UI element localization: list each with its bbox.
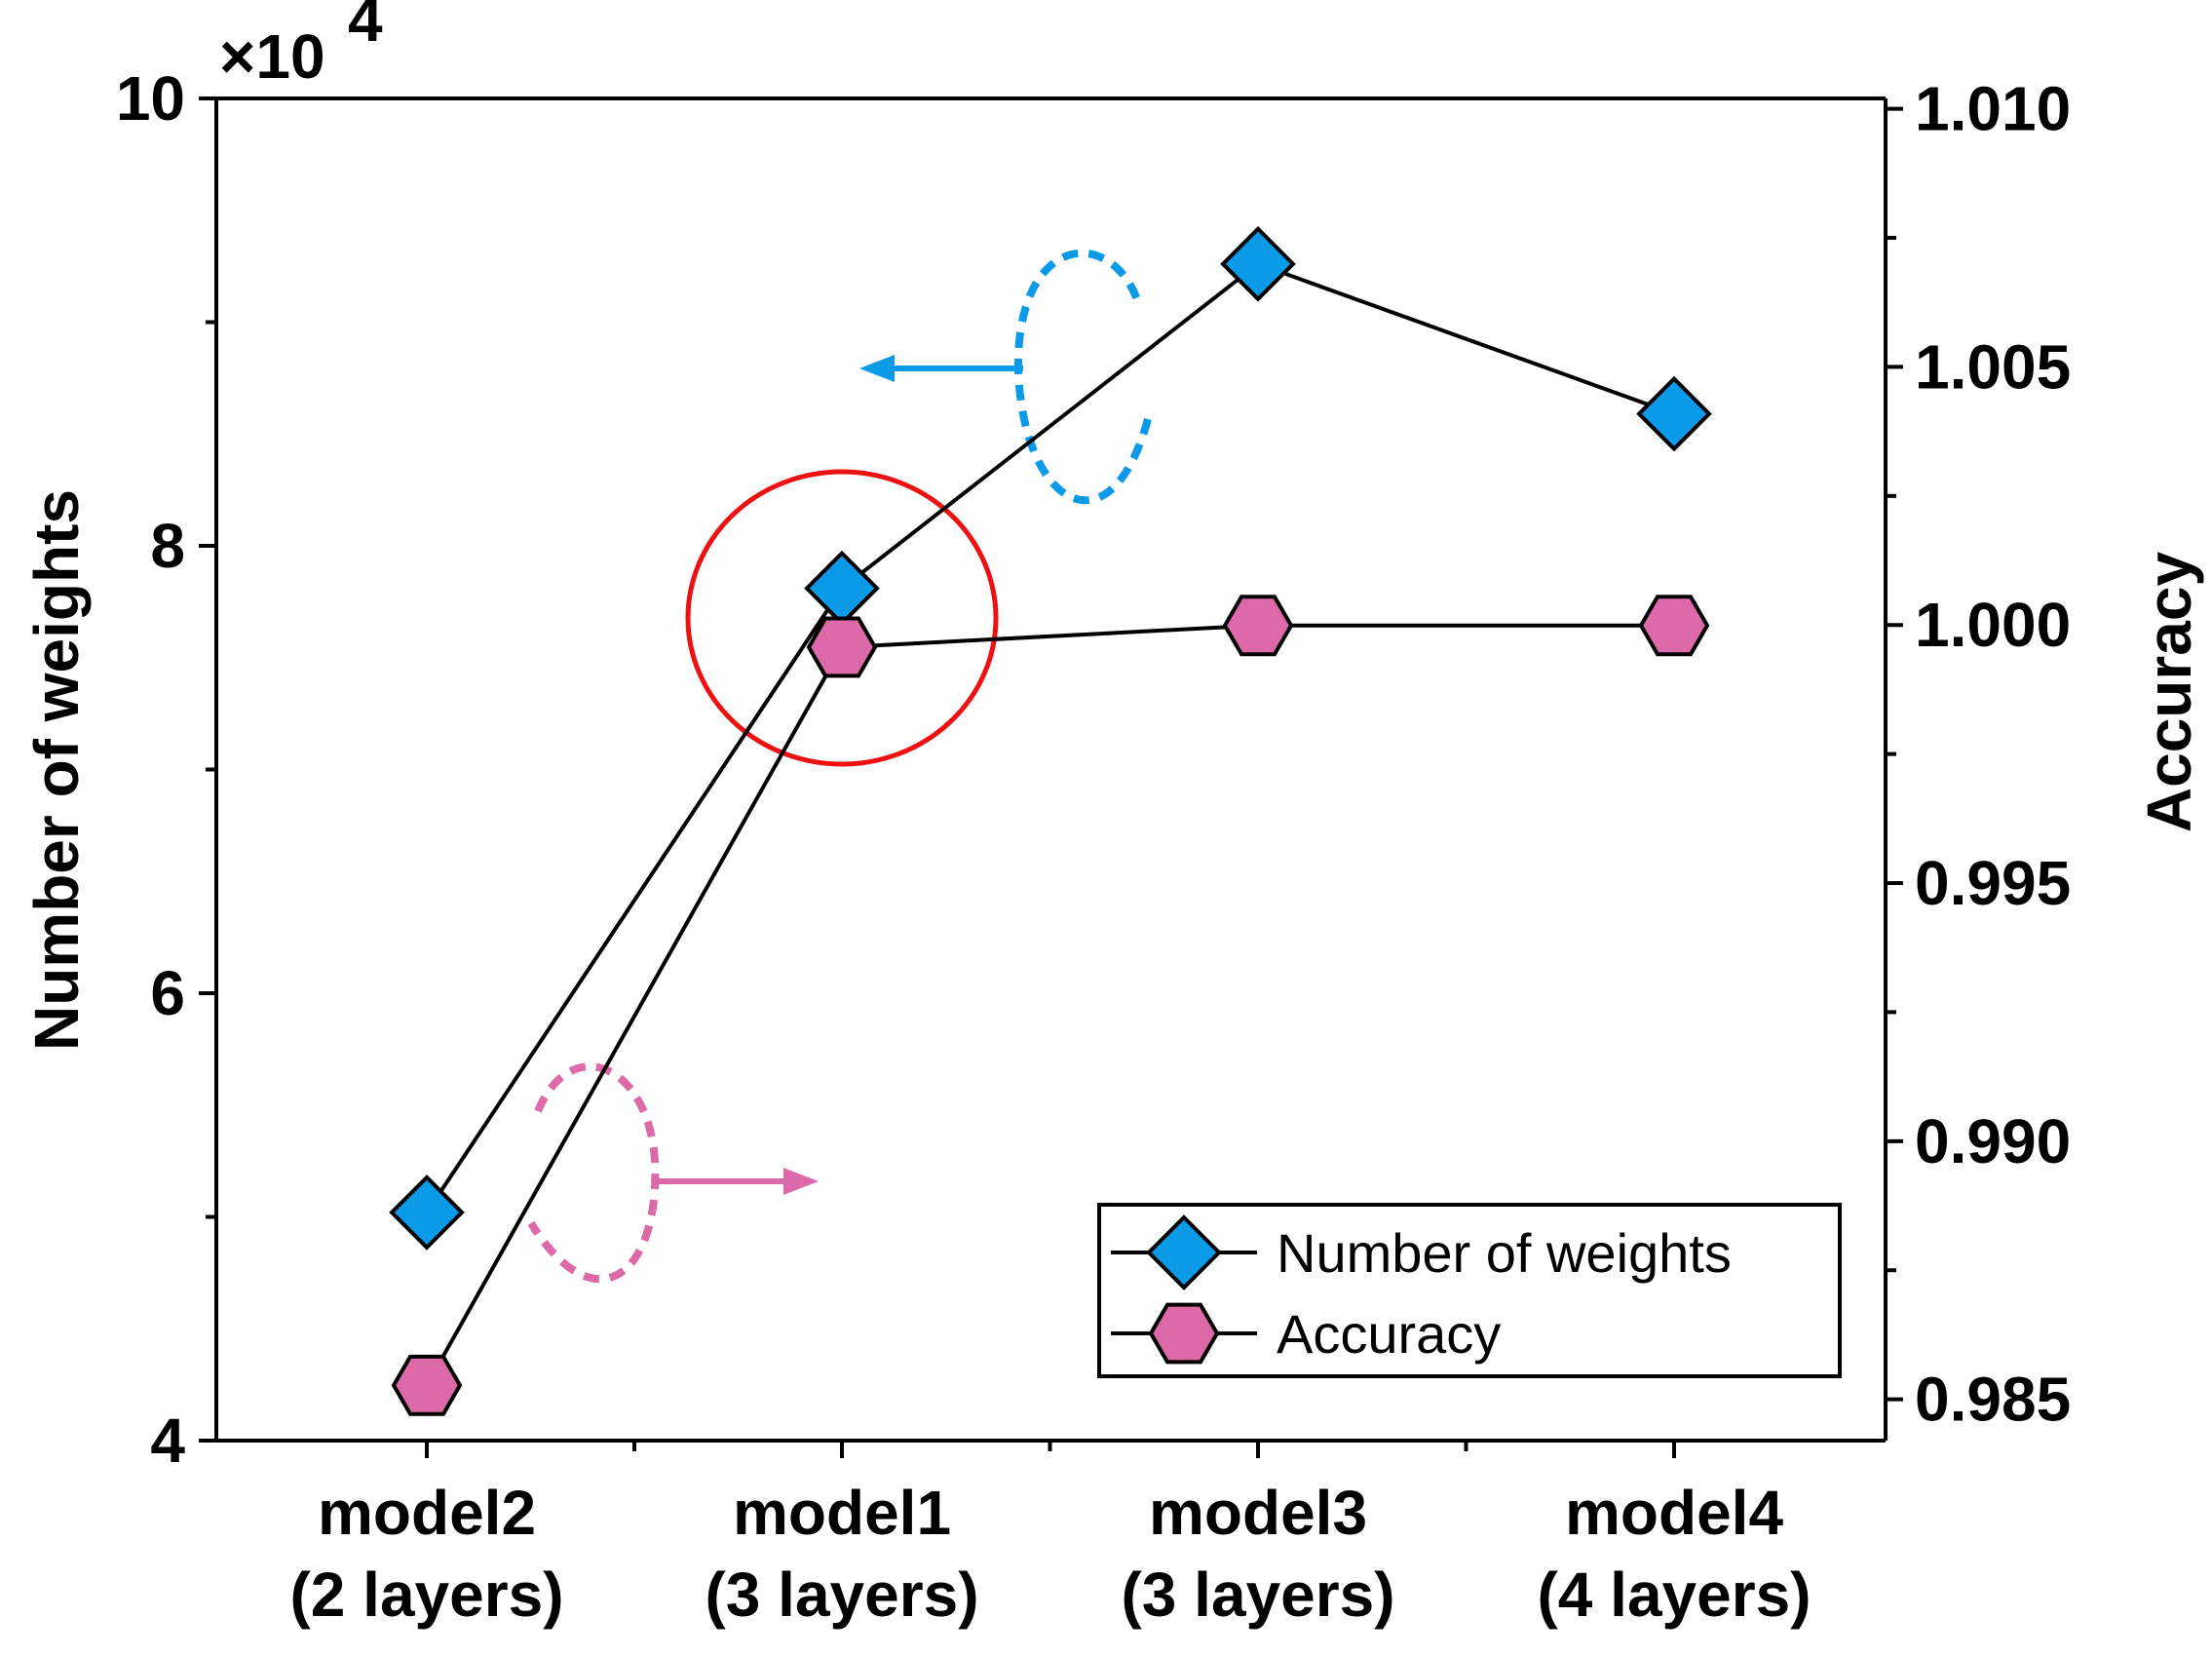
legend-label-accuracy: Accuracy <box>1277 1303 1501 1365</box>
category-label-model4: model4 <box>1565 1478 1783 1548</box>
weights-point-model1 <box>804 550 880 627</box>
legend-label-weights: Number of weights <box>1277 1222 1732 1284</box>
accuracy-axis-ellipse <box>527 1062 660 1284</box>
category-label-model3: model3 <box>1149 1478 1367 1548</box>
left-axis-title: Number of weights <box>21 489 92 1051</box>
category-sublabel-model1: (3 layers) <box>705 1560 978 1630</box>
category-label-model1: model1 <box>733 1478 951 1548</box>
weights-axis-ellipse <box>1013 249 1152 505</box>
legend-marker-accuracy <box>1148 1302 1220 1365</box>
series-lines <box>425 261 1675 1387</box>
right-tick-label: 0.985 <box>1915 1365 2071 1435</box>
left-tick-label: 4 <box>150 1406 185 1476</box>
category-sublabel-model2: (2 layers) <box>289 1560 563 1630</box>
legend-box <box>1097 1203 1842 1378</box>
weights-point-model3 <box>1220 226 1296 302</box>
model1-highlight-circle <box>685 469 999 767</box>
legend-marker-weights <box>1146 1214 1222 1290</box>
accuracy-point-model1 <box>806 616 878 678</box>
left-axis-multiplier: ×10 <box>219 21 325 92</box>
series-line-weights <box>425 261 1675 1214</box>
legend: Number of weights Accuracy <box>1097 1203 1842 1378</box>
right-tick-label: 1.010 <box>1915 74 2071 144</box>
accuracy-point-model3 <box>1222 595 1294 657</box>
right-tick-label: 0.995 <box>1915 848 2071 918</box>
series-line-accuracy <box>425 623 1674 1387</box>
left-tick-label: 10 <box>116 63 185 134</box>
axes-layer: 4 6 8 10 ×10 4 0.985 0.990 0.995 1.000 1.005 1.010 m… <box>21 0 2204 1630</box>
weights-axis-arrowhead <box>859 355 895 382</box>
accuracy-point-model2 <box>391 1354 463 1416</box>
left-axis-multiplier-exp: 4 <box>348 0 383 55</box>
weights-point-model2 <box>389 1175 465 1251</box>
right-axis-title: Accuracy <box>2134 552 2204 833</box>
weights-point-model4 <box>1636 375 1712 452</box>
right-tick-label: 1.005 <box>1915 331 2071 402</box>
annotations-layer <box>527 249 1152 1284</box>
category-label-model2: model2 <box>318 1478 536 1548</box>
category-sublabel-model3: (3 layers) <box>1121 1560 1394 1630</box>
left-tick-label: 6 <box>150 958 185 1028</box>
accuracy-point-model4 <box>1638 595 1710 657</box>
left-tick-label: 8 <box>150 511 185 581</box>
category-sublabel-model4: (4 layers) <box>1537 1560 1811 1630</box>
right-tick-label: 0.990 <box>1915 1106 2071 1176</box>
right-tick-label: 1.000 <box>1915 590 2071 660</box>
series-markers <box>389 226 1712 1416</box>
accuracy-axis-arrowhead <box>783 1168 819 1195</box>
